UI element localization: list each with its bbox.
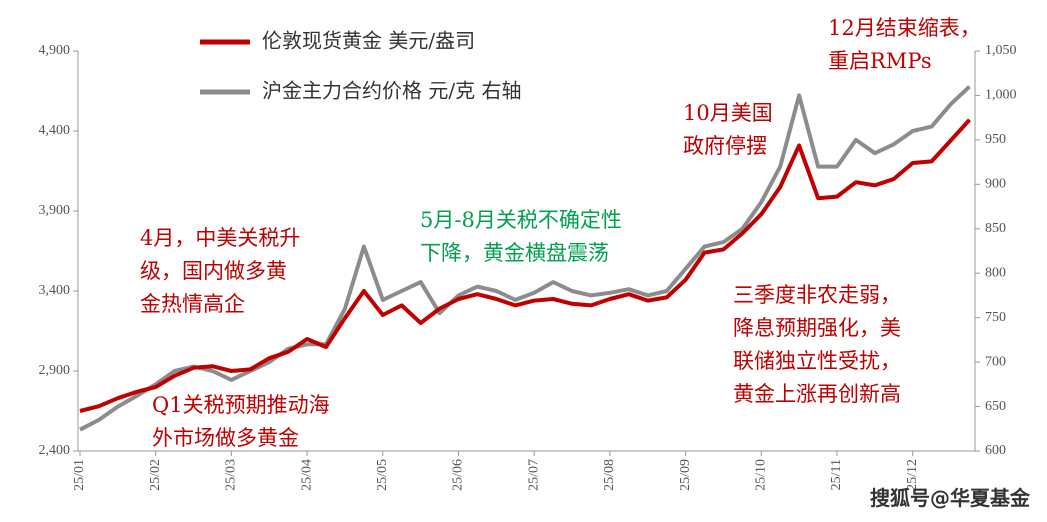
annotation: 4月，中美关税升 [140,226,300,250]
y-tick-label: 4,900 [39,43,71,58]
x-tick-label: 25/04 [299,459,314,491]
x-tick-label: 25/11 [829,459,844,490]
y2-tick-label: 950 [985,132,1006,147]
y2-tick-label: 800 [985,265,1006,280]
y2-tick-label: 900 [985,177,1006,192]
y-tick-label: 2,900 [39,363,71,378]
annotation: 金热情高企 [140,292,245,316]
annotation: 政府停摆 [683,134,767,158]
legend-label: 伦敦现货黄金 美元/盎司 [262,29,475,53]
annotation: 10月美国 [683,101,773,125]
x-tick-label: 25/03 [224,459,239,491]
y-tick-label: 3,900 [39,203,71,218]
y2-tick-label: 600 [985,443,1006,458]
x-tick-label: 25/12 [905,459,920,491]
y2-tick-label: 650 [985,399,1006,414]
annotation: 12月结束缩表， [828,16,981,40]
y2-tick-label: 700 [985,354,1006,369]
x-tick-label: 25/08 [602,459,617,491]
annotation: 降息预期强化，美 [733,316,901,340]
annotation: 下降，黄金横盘震荡 [420,241,609,265]
y2-tick-label: 1,000 [985,88,1017,103]
annotation: 联储独立性受扰， [733,349,901,373]
x-tick-label: 25/05 [375,459,390,491]
series-line [79,85,971,432]
x-tick-label: 25/01 [72,459,87,491]
annotation: 三季度非农走弱， [733,283,901,307]
watermark: 搜狐号@华夏基金 [870,486,1031,510]
legend-label: 沪金主力合约价格 元/克 右轴 [262,79,521,103]
y-tick-label: 2,400 [39,443,71,458]
annotation: 重启RMPs [828,49,932,73]
y-tick-label: 3,400 [39,283,71,298]
x-tick-label: 25/06 [451,459,466,491]
annotation: Q1关税预期推动海 [152,393,330,417]
x-tick-label: 25/02 [148,459,163,491]
x-tick-label: 25/10 [754,459,769,491]
annotation: 外市场做多黄金 [152,426,299,450]
y2-tick-label: 850 [985,221,1006,236]
x-tick-label: 25/07 [526,459,541,491]
annotation: 黄金上涨再创新高 [733,382,901,406]
y2-tick-label: 1,050 [985,43,1017,58]
annotation: 级，国内做多黄 [140,259,287,283]
x-tick-label: 25/09 [678,459,693,491]
y-tick-label: 4,400 [39,123,71,138]
annotation: 5月-8月关税不确定性 [420,208,622,232]
series-line [79,118,971,413]
y2-tick-label: 750 [985,310,1006,325]
